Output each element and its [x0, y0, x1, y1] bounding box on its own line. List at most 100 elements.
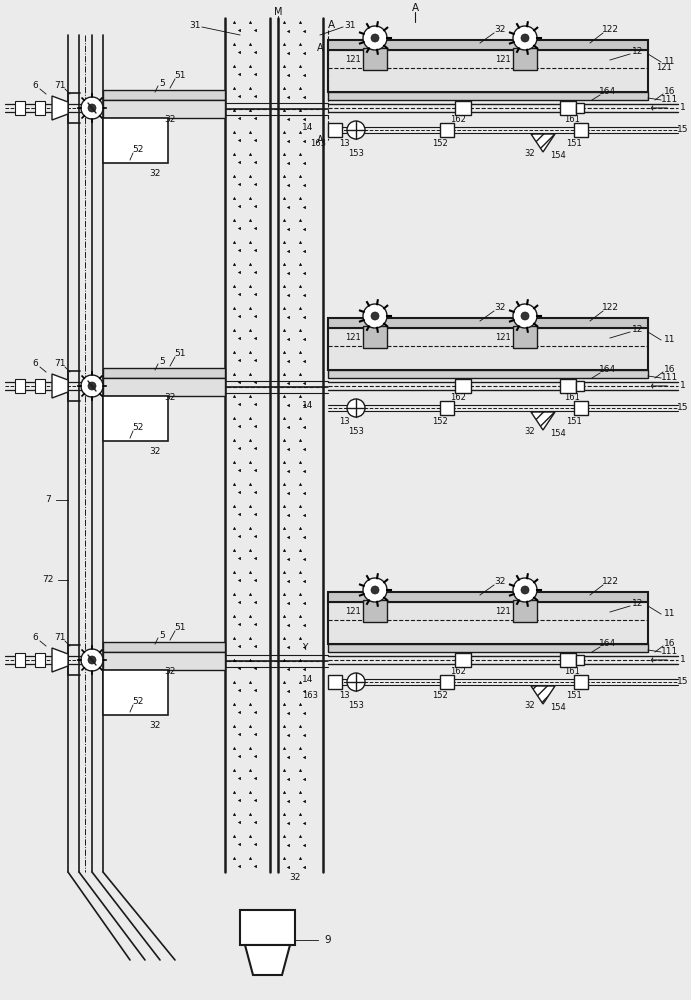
Bar: [15, 379, 25, 393]
Bar: [15, 653, 25, 667]
Circle shape: [363, 578, 387, 602]
Text: 71: 71: [55, 360, 66, 368]
Text: 16: 16: [664, 640, 676, 648]
Text: 13: 13: [339, 692, 350, 700]
Text: 153: 153: [348, 428, 364, 436]
Polygon shape: [531, 134, 555, 152]
Bar: [513, 600, 537, 622]
Text: A: A: [316, 135, 323, 145]
Text: 152: 152: [432, 416, 448, 426]
Text: 32: 32: [164, 668, 176, 676]
Polygon shape: [52, 648, 68, 672]
Circle shape: [371, 586, 379, 594]
Text: 162: 162: [450, 393, 466, 402]
Text: 122: 122: [601, 304, 618, 312]
Text: 52: 52: [132, 145, 144, 154]
Text: 14: 14: [302, 401, 314, 410]
Text: 32: 32: [149, 446, 161, 456]
Polygon shape: [52, 374, 68, 398]
Text: 161: 161: [564, 115, 580, 124]
Text: 52: 52: [132, 698, 144, 706]
Bar: [35, 379, 45, 393]
Text: 162: 162: [450, 115, 466, 124]
Text: 5: 5: [159, 357, 165, 365]
Bar: [455, 101, 471, 115]
Circle shape: [521, 312, 529, 320]
Text: 154: 154: [550, 151, 566, 160]
Text: 32: 32: [494, 25, 506, 34]
Bar: [513, 48, 537, 70]
Text: 111: 111: [661, 96, 679, 104]
Text: 32: 32: [524, 149, 536, 158]
Text: 32: 32: [164, 115, 176, 124]
Text: 14: 14: [302, 123, 314, 132]
Circle shape: [347, 673, 365, 691]
Text: 151: 151: [566, 690, 582, 700]
Polygon shape: [52, 96, 68, 120]
Text: 153: 153: [348, 149, 364, 158]
Bar: [328, 675, 342, 689]
Text: A: A: [328, 20, 335, 30]
Text: 6: 6: [32, 360, 38, 368]
Text: 121: 121: [345, 334, 361, 342]
Text: 1: 1: [680, 656, 686, 664]
Bar: [328, 123, 342, 137]
Text: 154: 154: [550, 430, 566, 438]
Text: 162: 162: [450, 668, 466, 676]
Text: 11: 11: [664, 609, 676, 618]
Circle shape: [363, 304, 387, 328]
Text: 71: 71: [55, 82, 66, 91]
Text: 12: 12: [632, 47, 644, 56]
Bar: [363, 600, 387, 622]
Bar: [440, 675, 454, 689]
Bar: [103, 90, 225, 100]
Text: 11: 11: [664, 336, 676, 344]
Bar: [103, 652, 225, 670]
Bar: [35, 653, 45, 667]
Text: 164: 164: [599, 88, 616, 97]
Bar: [574, 401, 588, 415]
Text: 111: 111: [661, 648, 679, 656]
Polygon shape: [531, 686, 555, 704]
Text: Y: Y: [302, 643, 307, 652]
Text: 11: 11: [664, 57, 676, 66]
Bar: [328, 92, 648, 100]
Text: 32: 32: [290, 874, 301, 882]
Text: 122: 122: [601, 578, 618, 586]
Bar: [240, 910, 295, 945]
Circle shape: [363, 26, 387, 50]
Bar: [560, 653, 576, 667]
Bar: [455, 379, 471, 393]
Text: 122: 122: [601, 25, 618, 34]
Text: 163: 163: [302, 690, 318, 700]
Text: 15: 15: [677, 125, 689, 134]
Text: 32: 32: [164, 393, 176, 402]
Bar: [328, 318, 648, 328]
Circle shape: [513, 304, 537, 328]
Bar: [103, 368, 225, 378]
Bar: [103, 670, 168, 715]
Text: 164: 164: [599, 640, 616, 648]
Text: 14: 14: [302, 676, 314, 684]
Text: 32: 32: [494, 304, 506, 312]
Bar: [455, 653, 471, 667]
Bar: [15, 101, 25, 115]
Bar: [328, 592, 648, 602]
Bar: [328, 328, 648, 370]
Text: 121: 121: [345, 607, 361, 616]
Bar: [574, 123, 588, 137]
Circle shape: [347, 399, 365, 417]
Text: 51: 51: [174, 72, 186, 81]
Text: 121: 121: [345, 55, 361, 64]
Text: 13: 13: [339, 418, 350, 426]
Text: 51: 51: [174, 350, 186, 359]
Bar: [103, 100, 225, 118]
Text: 15: 15: [677, 403, 689, 412]
Text: 72: 72: [42, 576, 54, 584]
Bar: [560, 101, 576, 115]
Text: 111: 111: [661, 373, 679, 382]
Circle shape: [81, 97, 103, 119]
Text: 32: 32: [524, 702, 536, 710]
Text: 151: 151: [566, 416, 582, 426]
Circle shape: [513, 26, 537, 50]
